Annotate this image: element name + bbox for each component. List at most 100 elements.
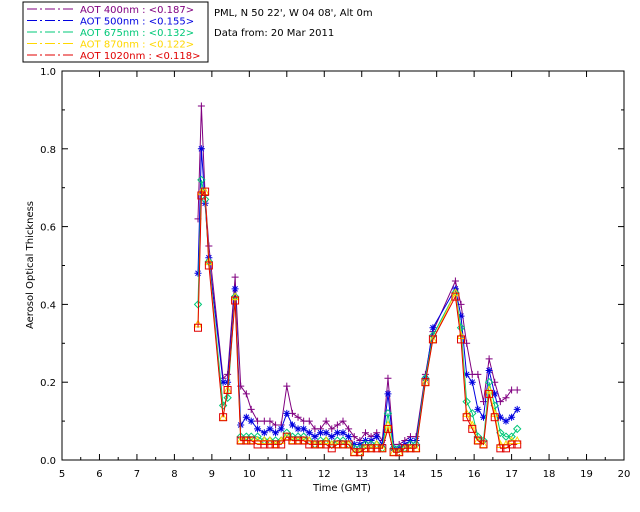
data-point xyxy=(223,393,232,402)
data-point xyxy=(367,444,376,453)
data-point xyxy=(259,435,269,445)
data-point xyxy=(421,378,430,387)
data-point xyxy=(294,413,302,421)
x-tick-label: 20 xyxy=(618,469,631,480)
data-point xyxy=(412,444,421,453)
y-tick-label: 1.0 xyxy=(40,67,56,78)
data-point xyxy=(231,285,239,293)
data-point xyxy=(260,440,269,449)
data-point xyxy=(451,292,460,301)
data-point xyxy=(204,261,213,270)
data-point xyxy=(490,413,499,422)
data-point xyxy=(317,429,325,437)
legend-label: AOT 500nm : <0.155> xyxy=(80,17,194,28)
data-point xyxy=(384,390,392,398)
data-point xyxy=(463,370,471,378)
x-tick-label: 6 xyxy=(96,469,102,480)
series xyxy=(194,145,521,452)
data-point xyxy=(507,440,516,449)
data-point xyxy=(322,417,330,425)
data-point xyxy=(496,444,505,453)
data-point xyxy=(491,390,499,398)
data-point xyxy=(372,444,381,453)
data-point xyxy=(508,413,516,421)
data-point xyxy=(361,429,369,437)
data-point xyxy=(231,273,239,281)
data-point xyxy=(305,429,313,437)
data-point xyxy=(485,367,493,375)
data-point xyxy=(194,269,202,277)
x-tick-label: 8 xyxy=(171,469,177,480)
plot-frame xyxy=(61,70,625,461)
data-point xyxy=(305,417,313,425)
x-tick-label: 15 xyxy=(430,469,443,480)
data-point xyxy=(468,424,477,433)
data-point xyxy=(277,440,286,449)
axis-ticks: 5 6 7 8 9 10 11 12 13 14 15 16 17 18 19 20 0.0 0.2 0.4 0.6 0… xyxy=(40,67,630,480)
x-axis-label: Time (GMT) xyxy=(312,483,371,494)
data-point xyxy=(219,413,228,422)
data-point xyxy=(484,385,494,394)
data-point xyxy=(383,424,392,433)
data-point xyxy=(373,433,381,441)
data-point xyxy=(247,417,255,425)
legend-label: AOT 870nm : <0.122> xyxy=(80,40,194,51)
data-point xyxy=(266,417,274,425)
x-tick-label: 12 xyxy=(318,469,331,480)
y-axis-label: Aerosol Optical Thickness xyxy=(25,201,36,329)
data-point xyxy=(224,378,232,386)
date-info-label: Data from: 20 Mar 2011 xyxy=(214,28,334,39)
data-point xyxy=(266,425,274,433)
data-point xyxy=(311,433,319,441)
data-point xyxy=(344,440,353,449)
data-point xyxy=(201,187,210,196)
data-point xyxy=(350,448,359,457)
data-point xyxy=(230,292,240,301)
y-tick-label: 0.2 xyxy=(40,378,56,389)
x-tick-label: 9 xyxy=(209,469,215,480)
data-point xyxy=(283,382,291,390)
data-point xyxy=(485,389,494,398)
x-tick-label: 16 xyxy=(468,469,481,480)
data-point xyxy=(389,448,398,457)
data-point xyxy=(333,429,341,437)
legend-label: AOT 400nm : <0.187> xyxy=(80,5,194,16)
x-tick-label: 5 xyxy=(59,469,65,480)
data-point xyxy=(231,296,240,305)
data-point xyxy=(378,444,387,453)
data-point xyxy=(485,355,493,363)
x-tick-label: 10 xyxy=(243,469,256,480)
data-point xyxy=(429,324,437,332)
data-point xyxy=(322,429,330,437)
series-line xyxy=(197,148,518,449)
data-point xyxy=(513,424,522,434)
data-point xyxy=(507,435,516,445)
data-point xyxy=(502,394,510,402)
data-point xyxy=(496,398,504,406)
data-point xyxy=(451,277,459,285)
data-point xyxy=(339,440,347,449)
x-tick-label: 7 xyxy=(134,469,140,480)
data-point xyxy=(462,397,471,406)
data-point xyxy=(197,145,205,153)
series xyxy=(193,175,522,453)
data-point xyxy=(194,323,203,332)
y-tick-label: 0.4 xyxy=(40,300,56,311)
data-point xyxy=(468,378,476,386)
data-point xyxy=(242,436,251,445)
x-tick-label: 17 xyxy=(505,469,518,480)
x-tick-label: 18 xyxy=(543,469,556,480)
data-point xyxy=(223,385,232,394)
data-point xyxy=(300,425,308,433)
data-point xyxy=(428,335,437,344)
data-point xyxy=(254,417,262,425)
legend-label: AOT 675nm : <0.132> xyxy=(80,28,194,39)
y-tick-label: 0.6 xyxy=(40,223,56,234)
data-point xyxy=(283,409,291,417)
data-point xyxy=(197,175,206,185)
data-point xyxy=(219,378,227,386)
data-point xyxy=(361,444,370,453)
data-point xyxy=(457,312,465,320)
data-point xyxy=(294,436,303,445)
site-info-label: PML, N 50 22', W 04 08', Alt 0m xyxy=(214,8,373,19)
